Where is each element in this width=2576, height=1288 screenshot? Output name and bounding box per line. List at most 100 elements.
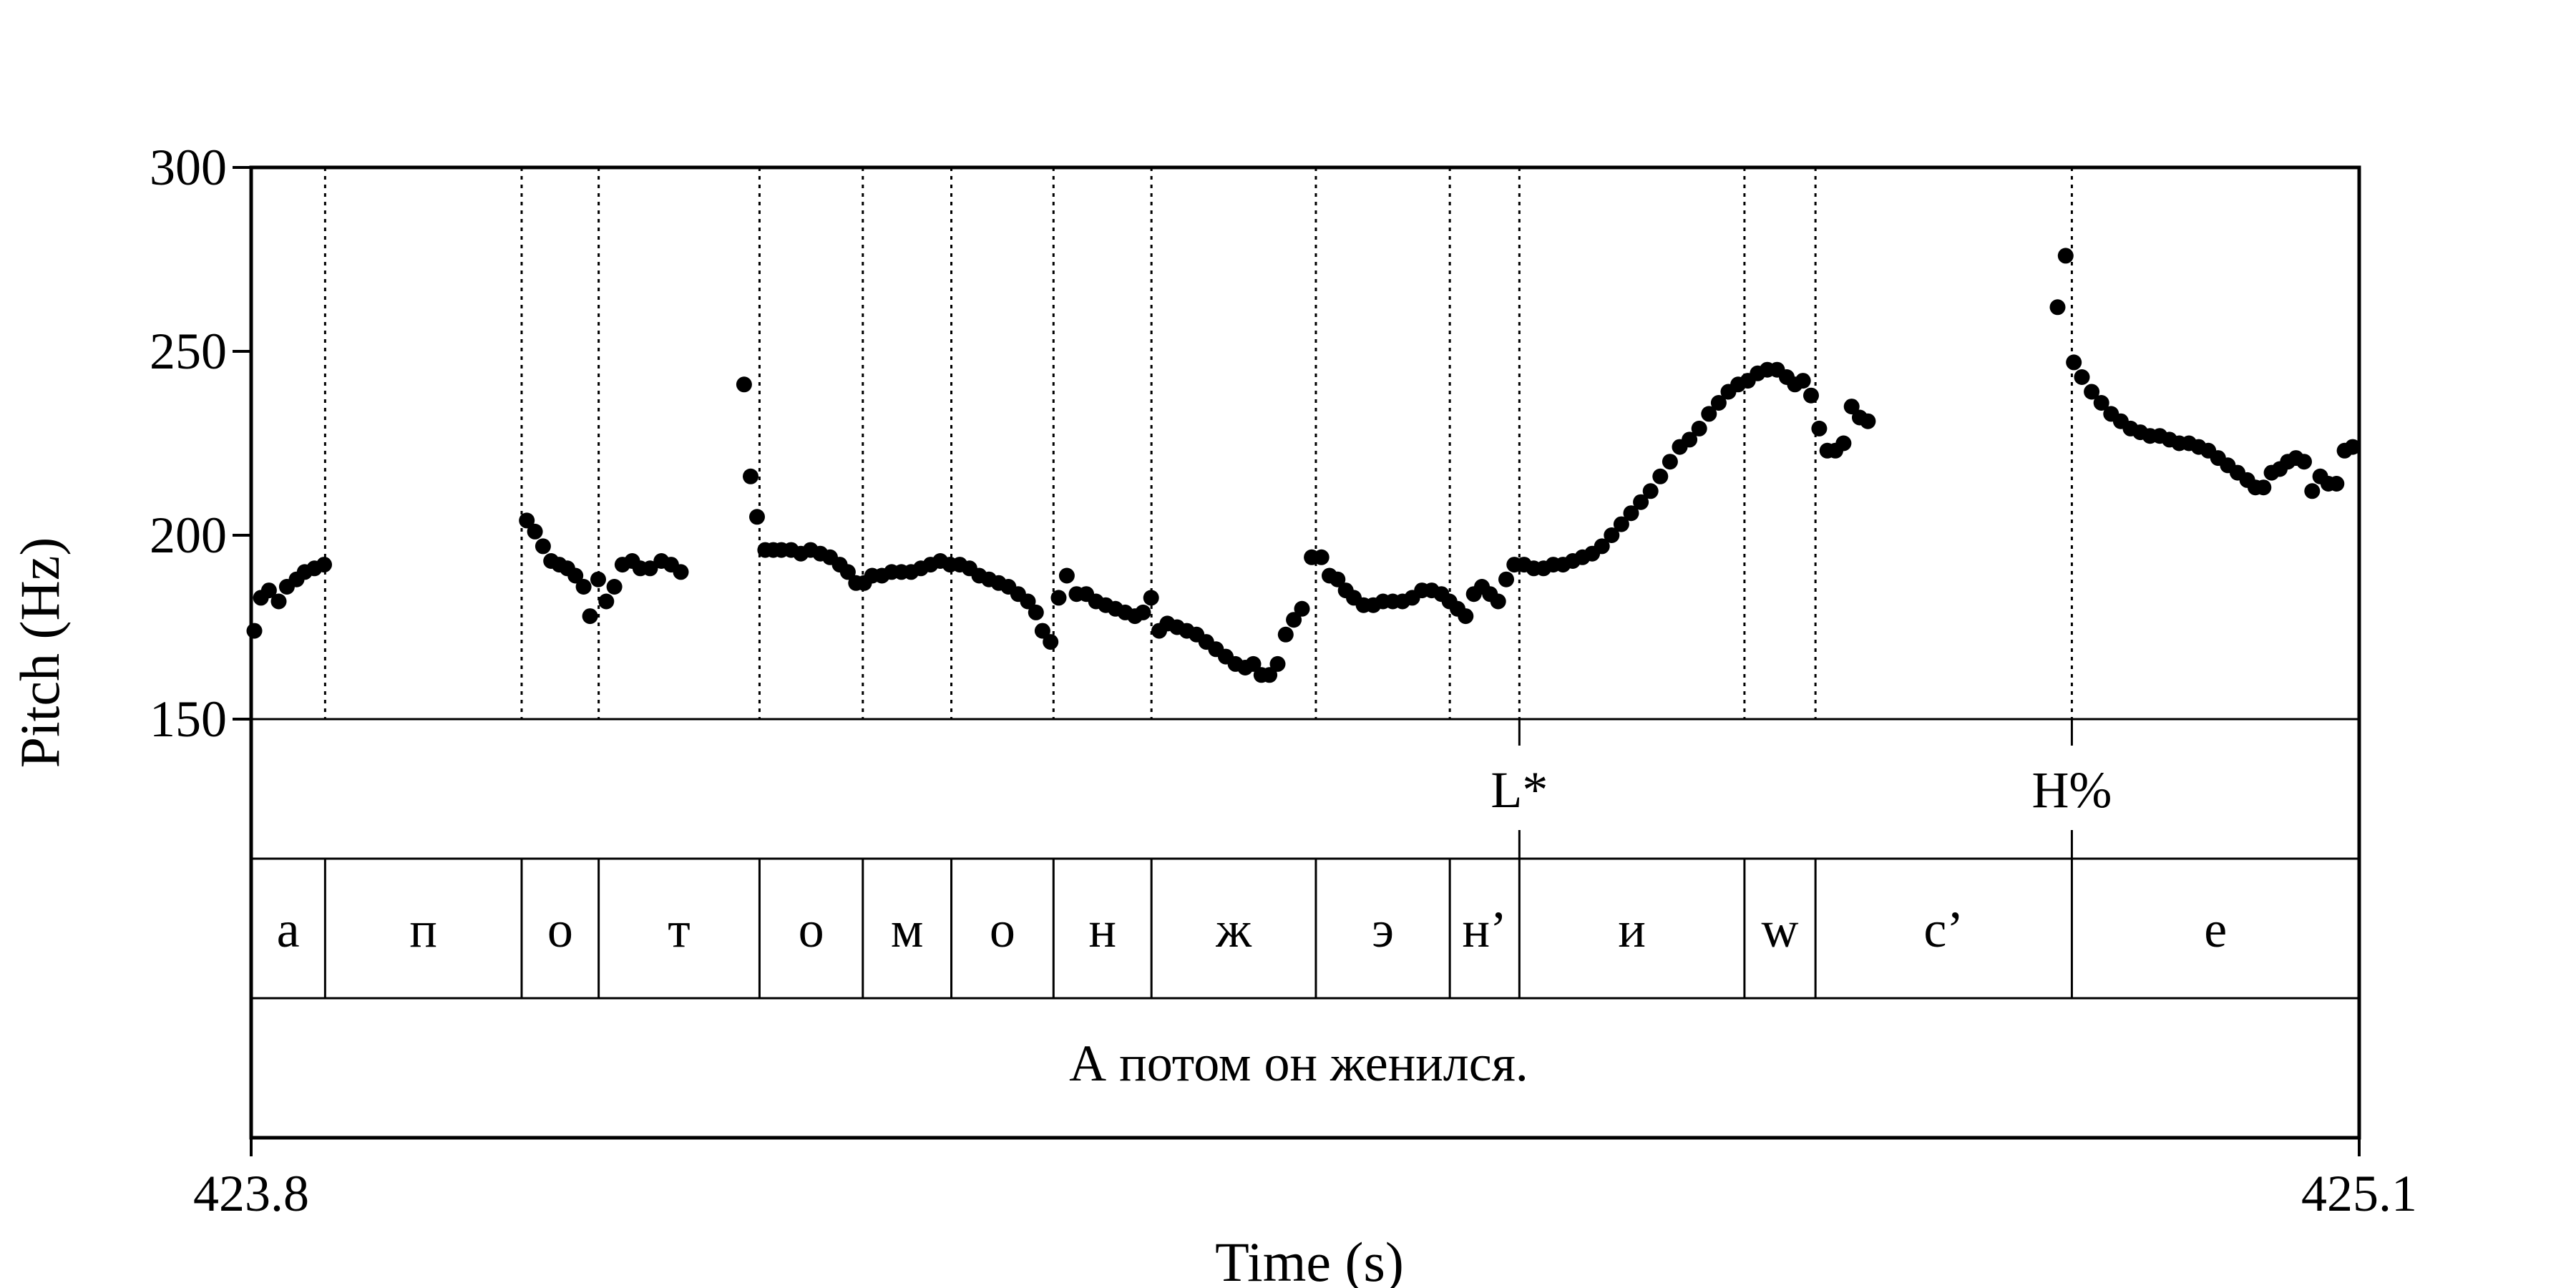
pitch-points bbox=[246, 248, 2361, 683]
pitch-point bbox=[535, 538, 551, 555]
x-tick-label: 425.1 bbox=[2301, 1165, 2417, 1222]
plot-frame bbox=[249, 165, 2361, 1140]
pitch-point bbox=[1490, 593, 1506, 610]
segment-label: с’ bbox=[1923, 901, 1963, 958]
pitch-point bbox=[590, 571, 606, 587]
segment-label: е bbox=[2204, 901, 2227, 958]
segment-label: т bbox=[668, 901, 690, 958]
segment-boundaries bbox=[323, 167, 2073, 719]
pitch-point bbox=[1277, 626, 1294, 643]
pitch-point bbox=[2057, 248, 2074, 264]
y-axis: 300 250 200 150 bbox=[150, 139, 251, 748]
pitch-point bbox=[598, 593, 615, 610]
pitch-point bbox=[1294, 600, 1310, 617]
pitch-point bbox=[1458, 608, 1474, 625]
pitch-point bbox=[246, 623, 263, 639]
segment-tier: а п о т о м о н ж э н’ и w с’ е bbox=[277, 859, 2227, 998]
pitch-point bbox=[2066, 354, 2082, 371]
pitch-point bbox=[1262, 667, 1278, 683]
pitch-point bbox=[1701, 406, 1717, 422]
x-axis-label: Time (s) bbox=[1215, 1231, 1404, 1288]
segment-label: и bbox=[1618, 901, 1646, 958]
pitch-point bbox=[1633, 494, 1649, 510]
pitch-point bbox=[1691, 420, 1707, 436]
segment-label: ж bbox=[1215, 901, 1252, 958]
pitch-point bbox=[1269, 655, 1286, 672]
segment-label: п bbox=[409, 901, 437, 958]
pitch-point bbox=[1313, 549, 1330, 565]
pitch-point bbox=[1286, 612, 1302, 628]
pitch-point bbox=[1143, 590, 1159, 606]
pitch-point bbox=[2093, 395, 2109, 411]
pitch-point bbox=[270, 593, 287, 610]
y-tick-label: 250 bbox=[150, 323, 227, 380]
pitch-point bbox=[2304, 483, 2321, 499]
pitch-point bbox=[1623, 505, 1639, 522]
pitch-point bbox=[1682, 431, 1698, 448]
pitch-point bbox=[316, 557, 332, 573]
pitch-point bbox=[1835, 435, 1852, 452]
pitch-point bbox=[1642, 483, 1659, 499]
pitch-point bbox=[673, 564, 689, 580]
segment-label: н’ bbox=[1462, 901, 1507, 958]
pitch-point bbox=[2255, 479, 2272, 496]
pitch-point bbox=[1811, 420, 1828, 436]
pitch-point bbox=[736, 376, 752, 393]
pitch-point bbox=[1604, 527, 1620, 543]
tone-tier: L* H% bbox=[1491, 719, 2112, 859]
pitch-point bbox=[1795, 373, 1811, 389]
pitch-point bbox=[1710, 395, 1727, 411]
pitch-point bbox=[519, 512, 535, 529]
pitch-point bbox=[839, 564, 856, 580]
pitch-point bbox=[1613, 516, 1629, 532]
y-tick-label: 300 bbox=[150, 139, 227, 196]
pitch-point bbox=[567, 567, 584, 584]
pitch-point bbox=[1662, 454, 1678, 470]
pitch-point bbox=[1135, 604, 1151, 620]
pitch-point bbox=[1058, 567, 1075, 584]
utterance-text: А потом он женился. bbox=[1069, 1035, 1528, 1092]
pitch-point bbox=[642, 560, 658, 577]
pitch-point bbox=[582, 608, 598, 625]
pitch-point bbox=[1034, 623, 1050, 639]
x-tick-label: 423.8 bbox=[193, 1165, 309, 1222]
segment-label: о bbox=[799, 901, 824, 958]
pitch-point bbox=[1028, 604, 1044, 620]
segment-label: э bbox=[1372, 901, 1394, 958]
pitch-point bbox=[1594, 538, 1610, 555]
pitch-point bbox=[2344, 439, 2361, 455]
pitch-point bbox=[2084, 384, 2100, 400]
tone-label: L* bbox=[1491, 761, 1548, 819]
pitch-point bbox=[2074, 369, 2090, 385]
pitch-point bbox=[1245, 655, 1262, 672]
segment-label: о bbox=[547, 901, 573, 958]
pitch-point bbox=[575, 579, 592, 595]
pitch-point bbox=[1020, 593, 1036, 610]
segment-label: о bbox=[990, 901, 1015, 958]
pitch-point bbox=[743, 468, 758, 484]
segment-label: м bbox=[891, 901, 924, 958]
pitch-point bbox=[749, 509, 765, 525]
pitch-point bbox=[1050, 590, 1067, 606]
pitch-point bbox=[1330, 571, 1346, 587]
pitch-point bbox=[527, 523, 543, 540]
pitch-point bbox=[2049, 299, 2066, 316]
y-tick-label: 200 bbox=[150, 507, 227, 564]
tone-label: H% bbox=[2031, 761, 2112, 819]
pitch-point bbox=[1652, 468, 1669, 484]
x-axis: 423.8 425.1 bbox=[193, 1138, 2417, 1222]
pitch-point bbox=[2296, 454, 2312, 470]
y-axis-label: Pitch (Hz) bbox=[9, 537, 71, 769]
pitch-point bbox=[606, 579, 623, 595]
pitch-point bbox=[1043, 634, 1059, 650]
segment-label: а bbox=[277, 901, 300, 958]
pitch-point bbox=[1803, 387, 1819, 404]
pitch-point bbox=[1860, 413, 1876, 429]
segment-label: н bbox=[1088, 901, 1116, 958]
segment-label: w bbox=[1762, 901, 1799, 958]
pitch-point bbox=[1843, 399, 1860, 415]
pitch-point bbox=[1498, 571, 1514, 587]
pitch-point bbox=[260, 582, 277, 599]
y-tick-label: 150 bbox=[150, 691, 227, 748]
